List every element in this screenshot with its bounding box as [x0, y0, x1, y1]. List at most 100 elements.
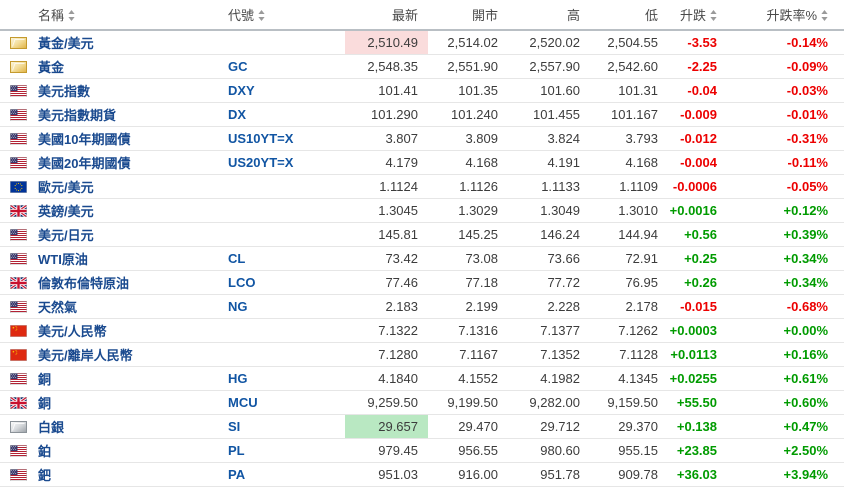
instrument-code-cell: NG — [228, 294, 345, 319]
table-row[interactable]: 鉑 PL 979.45 956.55 980.60 955.15 +23.85 +2.50% — [0, 438, 844, 463]
instrument-name-cell: 英鎊/美元 — [0, 198, 228, 223]
instrument-name-link[interactable]: 銅 — [38, 396, 52, 411]
high-price: 29.712 — [508, 414, 590, 439]
change-percent: +0.47% — [727, 414, 844, 439]
column-header-code-label: 代號 — [228, 8, 255, 23]
instrument-code-link[interactable]: US20YT=X — [228, 155, 294, 170]
instrument-name-link[interactable]: 美元/離岸人民幣 — [38, 348, 133, 363]
instrument-name-link[interactable]: 美元/日元 — [38, 228, 94, 243]
high-price: 101.455 — [508, 102, 590, 127]
instrument-code-cell: DX — [228, 102, 345, 127]
change-value: +0.0003 — [668, 318, 727, 343]
instrument-name-cell: 倫敦布倫特原油 — [0, 270, 228, 295]
instrument-code-link[interactable]: LCO — [228, 275, 256, 290]
last-price: 979.45 — [345, 438, 428, 463]
instrument-name-link[interactable]: 白銀 — [38, 420, 65, 435]
instrument-name-link[interactable]: 歐元/美元 — [38, 180, 94, 195]
column-header-name[interactable]: 名稱 — [0, 0, 228, 31]
open-price: 2,551.90 — [428, 54, 508, 79]
us-flag-icon — [10, 84, 27, 97]
instrument-code-link[interactable]: PL — [228, 443, 245, 458]
column-header-high: 高 — [508, 0, 590, 31]
last-price: 29.657 — [345, 414, 428, 439]
instrument-code-cell: PL — [228, 438, 345, 463]
instrument-name-link[interactable]: 黃金 — [38, 60, 65, 75]
us-flag-icon — [10, 132, 27, 145]
instrument-name-cell: 銅 — [0, 390, 228, 415]
table-row[interactable]: 鈀 PA 951.03 916.00 951.78 909.78 +36.03 +3.94% — [0, 462, 844, 487]
uk-flag-icon — [10, 276, 27, 289]
low-price: 7.1128 — [590, 342, 668, 367]
table-row[interactable]: 黃金/美元 2,510.49 2,514.02 2,520.02 2,504.55 -3.… — [0, 30, 844, 55]
last-price: 951.03 — [345, 462, 428, 487]
column-header-change-label: 升跌 — [679, 8, 706, 23]
instrument-code-cell — [228, 30, 345, 55]
table-row[interactable]: 美國20年期國債 US20YT=X 4.179 4.168 4.191 4.168 -0.0… — [0, 150, 844, 175]
instrument-code-link[interactable]: GC — [228, 59, 248, 74]
instrument-name-link[interactable]: 美元/人民幣 — [38, 324, 107, 339]
instrument-code-link[interactable]: SI — [228, 419, 241, 434]
instrument-name-link[interactable]: 美國10年期國債 — [38, 132, 131, 147]
instrument-name-link[interactable]: 鉑 — [38, 444, 52, 459]
high-price: 1.3049 — [508, 198, 590, 223]
table-row[interactable]: 美元指數期貨 DX 101.290 101.240 101.455 101.167 -0.0… — [0, 102, 844, 127]
low-price: 72.91 — [590, 246, 668, 271]
instrument-name-cell: 美國20年期國債 — [0, 150, 228, 175]
open-price: 2,514.02 — [428, 30, 508, 55]
low-price: 2,542.60 — [590, 54, 668, 79]
table-row[interactable]: 天然氣 NG 2.183 2.199 2.228 2.178 -0.015 -0.68% — [0, 294, 844, 319]
instrument-name-link[interactable]: 鈀 — [38, 468, 52, 483]
instrument-code-link[interactable]: NG — [228, 299, 248, 314]
table-row[interactable]: 英鎊/美元 1.3045 1.3029 1.3049 1.3010 +0.0016 +0.1… — [0, 198, 844, 223]
instrument-code-cell: GC — [228, 54, 345, 79]
instrument-code-link[interactable]: US10YT=X — [228, 131, 294, 146]
instrument-code-link[interactable]: PA — [228, 467, 246, 482]
instrument-name-link[interactable]: 英鎊/美元 — [38, 204, 94, 219]
table-row[interactable]: 美元指數 DXY 101.41 101.35 101.60 101.31 -0.04 -0.0… — [0, 78, 844, 103]
table-row[interactable]: 美元/日元 145.81 145.25 146.24 144.94 +0.56 +0.39% — [0, 222, 844, 247]
instrument-code-cell: HG — [228, 366, 345, 391]
instrument-name-link[interactable]: 倫敦布倫特原油 — [38, 276, 130, 291]
instrument-name-link[interactable]: 天然氣 — [38, 300, 78, 315]
instrument-code-link[interactable]: MCU — [228, 395, 258, 410]
table-row[interactable]: 黃金 GC 2,548.35 2,551.90 2,557.90 2,542.60 -2.2… — [0, 54, 844, 79]
last-price: 9,259.50 — [345, 390, 428, 415]
instrument-name-link[interactable]: 美國20年期國債 — [38, 156, 131, 171]
instrument-name-cell: 美元/日元 — [0, 222, 228, 247]
table-row[interactable]: 銅 HG 4.1840 4.1552 4.1982 4.1345 +0.0255 +0.61% — [0, 366, 844, 391]
last-price: 4.179 — [345, 150, 428, 175]
table-row[interactable]: 美元/人民幣 7.1322 7.1316 7.1377 7.1262 +0.0003 +0.… — [0, 318, 844, 343]
instrument-name-link[interactable]: 美元指數 — [38, 84, 91, 99]
table-row[interactable]: 倫敦布倫特原油 LCO 77.46 77.18 77.72 76.95 +0.26 +0.34… — [0, 270, 844, 295]
instrument-code-link[interactable]: DXY — [228, 83, 255, 98]
table-row[interactable]: 美國10年期國債 US10YT=X 3.807 3.809 3.824 3.793 -0.0… — [0, 126, 844, 151]
last-price: 73.42 — [345, 246, 428, 271]
column-header-code[interactable]: 代號 — [228, 0, 345, 31]
instrument-code-cell: US10YT=X — [228, 126, 345, 151]
instrument-code-link[interactable]: HG — [228, 371, 248, 386]
table-row[interactable]: 歐元/美元 1.1124 1.1126 1.1133 1.1109 -0.0006 -0.0… — [0, 174, 844, 199]
instrument-code-link[interactable]: CL — [228, 251, 246, 266]
instrument-code-link[interactable]: DX — [228, 107, 247, 122]
low-price: 3.793 — [590, 126, 668, 151]
table-row[interactable]: 美元/離岸人民幣 7.1280 7.1167 7.1352 7.1128 +0.0113 +… — [0, 342, 844, 367]
instrument-name-link[interactable]: 銅 — [38, 372, 52, 387]
instrument-name-link[interactable]: 美元指數期貨 — [38, 108, 117, 123]
change-value: -0.04 — [668, 78, 727, 103]
table-row[interactable]: WTI原油 CL 73.42 73.08 73.66 72.91 +0.25 +0.34% — [0, 246, 844, 271]
instrument-name-link[interactable]: WTI原油 — [38, 252, 88, 267]
table-row[interactable]: 白銀 SI 29.657 29.470 29.712 29.370 +0.138 +0.47% — [0, 414, 844, 439]
column-header-change[interactable]: 升跌 — [668, 0, 727, 31]
change-percent: +0.61% — [727, 366, 844, 391]
high-price: 4.1982 — [508, 366, 590, 391]
column-header-change-percent[interactable]: 升跌率% — [727, 0, 844, 31]
instrument-name-cell: 白銀 — [0, 414, 228, 439]
low-price: 4.1345 — [590, 366, 668, 391]
change-percent: +0.34% — [727, 270, 844, 295]
high-price: 101.60 — [508, 78, 590, 103]
instrument-name-link[interactable]: 黃金/美元 — [38, 36, 94, 51]
open-price: 29.470 — [428, 414, 508, 439]
column-header-low: 低 — [590, 0, 668, 31]
instrument-code-cell: PA — [228, 462, 345, 487]
table-row[interactable]: 銅 MCU 9,259.50 9,199.50 9,282.00 9,159.50 +55.… — [0, 390, 844, 415]
